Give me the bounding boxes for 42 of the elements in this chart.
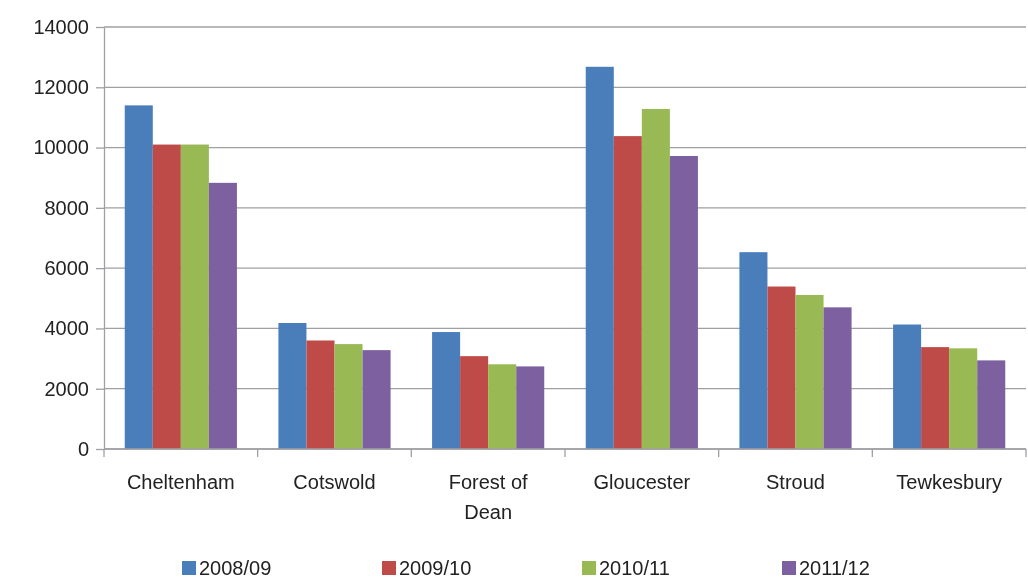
- y-tick-label: 12000: [33, 76, 89, 99]
- bar: [949, 348, 978, 449]
- legend-label: 2008/09: [199, 557, 272, 579]
- x-tick-label: Cheltenham: [126, 471, 235, 493]
- bar: [488, 364, 517, 449]
- bar: [306, 340, 335, 449]
- x-tick-label: Gloucester: [593, 471, 691, 493]
- x-tick-label: Cotswold: [293, 471, 376, 493]
- bar: [334, 344, 363, 449]
- y-tick-label: 4000: [44, 317, 89, 340]
- bar: [767, 286, 796, 449]
- bar: [460, 356, 489, 449]
- bar: [516, 366, 545, 449]
- bar: [278, 323, 307, 449]
- bar: [739, 252, 768, 449]
- bar: [795, 294, 824, 449]
- bar: [124, 105, 153, 449]
- x-tick-label: Stroud: [766, 471, 825, 493]
- y-tick-label: 0: [77, 437, 89, 460]
- legend-label: 2010/11: [599, 557, 670, 579]
- bar: [585, 66, 614, 449]
- bar: [432, 332, 461, 449]
- x-tick-label: Tewkesbury: [896, 471, 1002, 493]
- y-tick-label: 14000: [33, 15, 89, 38]
- legend-label: 2009/10: [399, 557, 472, 579]
- bar: [152, 144, 181, 449]
- bar: [362, 350, 391, 449]
- y-tick-label: 10000: [33, 136, 89, 159]
- bar: [823, 307, 852, 449]
- y-tick-label: 2000: [44, 377, 89, 400]
- bar: [669, 156, 698, 449]
- bar: [641, 108, 670, 449]
- bar: [180, 144, 209, 449]
- legend-label: 2011/12: [799, 557, 870, 579]
- bar: [977, 360, 1006, 449]
- bar: [921, 347, 950, 449]
- x-tick-label: Forest of Dean: [448, 471, 529, 523]
- y-tick-label: 6000: [44, 257, 89, 280]
- y-tick-label: 8000: [44, 196, 89, 219]
- bar: [613, 136, 642, 449]
- bar: [893, 324, 922, 449]
- bar: [208, 182, 237, 449]
